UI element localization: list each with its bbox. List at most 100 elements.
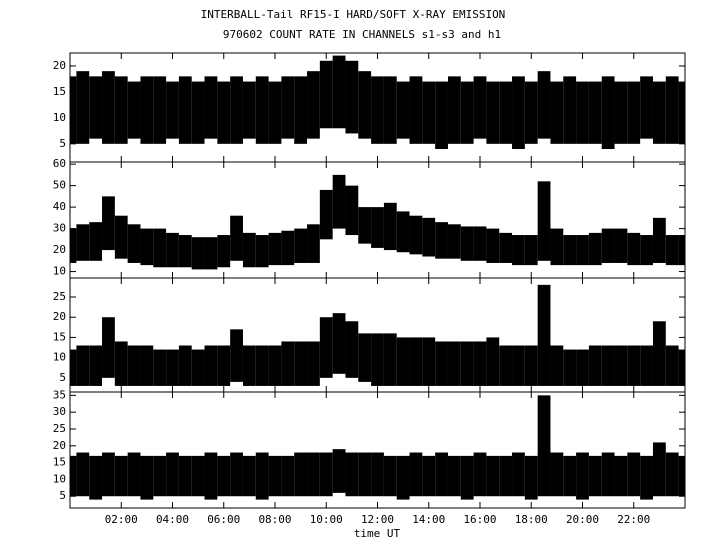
count-rate-band <box>319 317 333 378</box>
y-tick-label: 20 <box>53 439 66 452</box>
count-rate-band <box>665 452 679 497</box>
y-tick-label: 50 <box>53 179 66 192</box>
count-rate-band <box>255 76 269 144</box>
x-tick-label: 12:00 <box>361 513 394 526</box>
count-rate-band <box>140 345 154 386</box>
count-rate-band <box>537 71 551 139</box>
count-rate-band <box>665 235 679 266</box>
chart-title: INTERBALL-Tail RF15-I HARD/SOFT X-RAY EM… <box>201 8 506 21</box>
y-tick-label: 20 <box>53 243 66 256</box>
y-tick-label: 10 <box>53 111 66 124</box>
count-rate-band <box>76 345 90 386</box>
chart-subtitle: 970602 COUNT RATE IN CHANNELS s1-s3 and … <box>223 28 501 41</box>
count-rate-band <box>512 345 525 386</box>
count-rate-band <box>447 341 461 386</box>
x-tick-label: 16:00 <box>463 513 496 526</box>
count-rate-band <box>153 76 167 144</box>
count-rate-band <box>409 76 423 144</box>
count-rate-band <box>307 341 320 386</box>
count-rate-band <box>601 452 615 497</box>
count-rate-band <box>576 81 589 144</box>
count-rate-band <box>627 81 641 144</box>
count-rate-band <box>576 235 589 266</box>
count-rate-band <box>89 222 103 261</box>
count-rate-band <box>70 228 77 263</box>
x-axis-label: time UT <box>354 527 401 540</box>
count-rate-band <box>102 196 115 251</box>
count-rate-band <box>166 81 179 139</box>
count-rate-band <box>255 235 269 268</box>
count-rate-band <box>166 232 179 268</box>
count-rate-band <box>102 317 115 378</box>
count-rate-band <box>127 452 141 497</box>
count-rate-band <box>576 349 589 386</box>
count-rate-band <box>524 235 538 266</box>
count-rate-band <box>230 452 243 497</box>
count-rate-band <box>319 452 333 497</box>
x-tick-label: 08:00 <box>258 513 291 526</box>
count-rate-band <box>230 215 243 261</box>
count-rate-band <box>371 76 384 144</box>
count-rate-band <box>294 76 308 144</box>
count-rate-band <box>473 452 487 497</box>
count-rate-band <box>114 455 128 497</box>
count-rate-band <box>70 455 77 497</box>
count-rate-band <box>114 215 128 259</box>
count-rate-band <box>383 333 397 386</box>
count-rate-band <box>294 452 308 497</box>
count-rate-band <box>166 349 179 386</box>
y-tick-label: 25 <box>53 290 66 303</box>
count-rate-band <box>550 345 564 386</box>
count-rate-band <box>281 76 295 139</box>
count-rate-band <box>178 235 192 268</box>
count-rate-band <box>486 455 500 497</box>
count-rate-band <box>627 452 641 497</box>
y-tick-label: 30 <box>53 405 66 418</box>
count-rate-band <box>486 337 500 386</box>
count-rate-band <box>178 345 192 386</box>
count-rate-band <box>640 345 653 386</box>
count-rate-band <box>153 455 167 497</box>
count-rate-band <box>345 185 359 236</box>
count-rate-band <box>499 455 513 497</box>
count-rate-band <box>627 345 641 386</box>
count-rate-band <box>537 395 551 497</box>
count-rate-band <box>140 76 154 144</box>
count-rate-band <box>281 455 295 497</box>
count-rate-band <box>217 455 231 497</box>
count-rate-band <box>588 455 602 497</box>
count-rate-band <box>473 76 487 139</box>
count-rate-band <box>114 341 128 386</box>
x-tick-label: 14:00 <box>412 513 445 526</box>
count-rate-band <box>127 81 141 139</box>
count-rate-band <box>76 452 90 497</box>
count-rate-band <box>588 232 602 266</box>
y-tick-label: 25 <box>53 422 66 435</box>
y-tick-label: 15 <box>53 85 66 98</box>
count-rate-band <box>191 237 205 270</box>
y-tick-label: 10 <box>53 472 66 485</box>
count-rate-band <box>358 207 372 244</box>
count-rate-band <box>486 228 500 263</box>
count-rate-band <box>319 60 333 129</box>
y-tick-label: 5 <box>59 371 66 384</box>
count-rate-band <box>332 313 346 374</box>
count-rate-band <box>76 224 90 261</box>
count-rate-band <box>217 235 231 268</box>
count-rate-band <box>191 81 205 144</box>
count-rate-band <box>435 81 448 150</box>
count-rate-band <box>217 81 231 144</box>
y-tick-label: 10 <box>53 265 66 278</box>
count-rate-band <box>422 455 436 497</box>
count-rate-band <box>307 71 320 139</box>
count-rate-band <box>499 232 513 263</box>
count-rate-band <box>204 345 218 386</box>
count-rate-band <box>652 81 666 144</box>
count-rate-band <box>499 345 513 386</box>
count-rate-band <box>460 81 474 144</box>
count-rate-band <box>204 452 218 500</box>
count-rate-band <box>460 226 474 261</box>
count-rate-band <box>371 207 384 248</box>
count-rate-band <box>140 455 154 500</box>
count-rate-band <box>268 455 282 497</box>
